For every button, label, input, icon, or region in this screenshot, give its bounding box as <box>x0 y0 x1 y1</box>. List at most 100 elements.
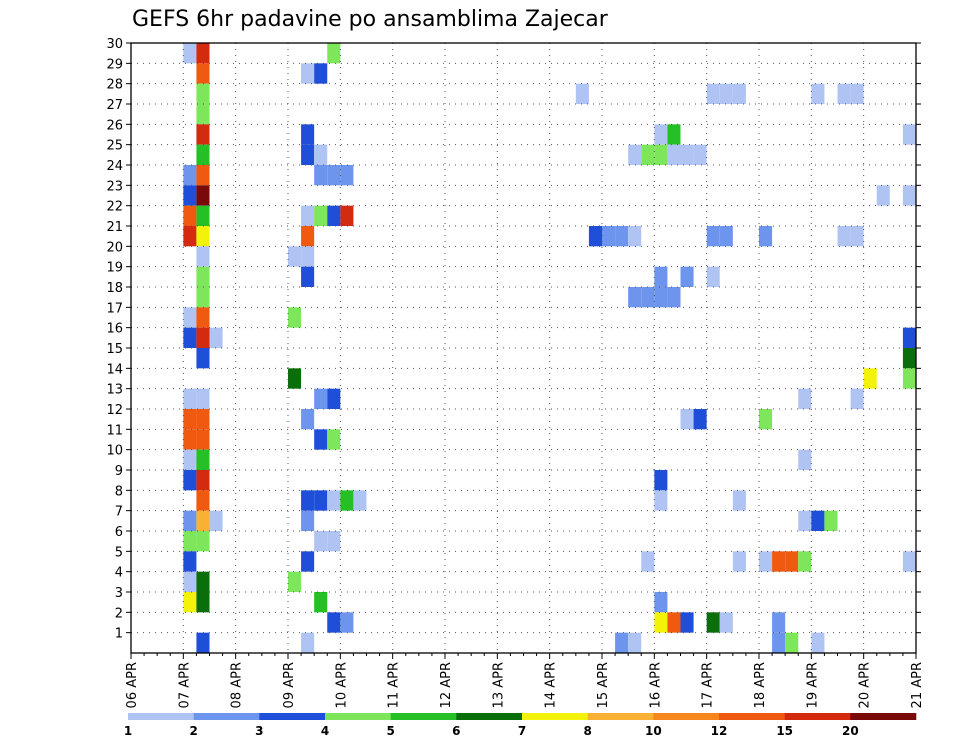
heatmap-cell <box>680 266 694 287</box>
heatmap-cell <box>693 144 707 165</box>
heatmap-cell <box>196 185 210 206</box>
heatmap-cell <box>314 388 328 409</box>
heatmap-cell <box>327 165 341 186</box>
heatmap-cell <box>196 592 210 613</box>
heatmap-cell <box>798 510 812 531</box>
heatmap-cell <box>719 83 733 104</box>
colorbar-label: 8 <box>583 724 591 738</box>
heatmap-cell <box>301 266 315 287</box>
colorbar-label: 12 <box>711 724 728 738</box>
heatmap-cell <box>327 490 341 511</box>
heatmap-cell <box>301 205 315 226</box>
heatmap-cell <box>798 449 812 470</box>
heatmap-cell <box>301 490 315 511</box>
heatmap-cell <box>759 409 773 430</box>
colorbar-label: 7 <box>518 724 526 738</box>
x-tick-label: 20 APR <box>858 662 873 708</box>
heatmap-cell <box>719 226 733 247</box>
heatmap-cell <box>759 551 773 572</box>
heatmap-cell <box>850 83 864 104</box>
y-tick-label: 13 <box>106 383 123 398</box>
heatmap-cell <box>196 205 210 226</box>
y-tick-label: 7 <box>115 505 123 520</box>
y-axis: 1234567891011121314151617181920212223242… <box>106 37 921 642</box>
heatmap-cell <box>654 490 668 511</box>
y-tick-label: 26 <box>106 118 123 133</box>
heatmap-cell <box>641 144 655 165</box>
heatmap-cell <box>301 246 315 267</box>
heatmap-cell <box>196 510 210 531</box>
x-tick-label: 16 APR <box>648 662 663 708</box>
heatmap-cell <box>850 226 864 247</box>
heatmap-cell <box>183 43 197 64</box>
heatmap-cell <box>575 83 589 104</box>
heatmap-cell <box>732 490 746 511</box>
heatmap-cell <box>850 388 864 409</box>
heatmap-cell <box>811 632 825 653</box>
y-tick-label: 27 <box>106 98 123 113</box>
y-tick-label: 8 <box>115 484 123 499</box>
heatmap-cell <box>327 43 341 64</box>
heatmap-cell <box>732 551 746 572</box>
heatmap-cell <box>641 551 655 572</box>
heatmap-cell <box>327 531 341 552</box>
heatmap-cell <box>654 470 668 491</box>
heatmap-cell <box>183 185 197 206</box>
heatmap-cell <box>196 287 210 308</box>
heatmap-cell <box>196 327 210 348</box>
colorbar-segment <box>719 713 785 720</box>
colorbar-label: 6 <box>452 724 460 738</box>
heatmap-cell <box>196 63 210 84</box>
heatmap-cell <box>706 266 720 287</box>
heatmap-cell <box>902 327 916 348</box>
y-tick-label: 20 <box>106 240 123 255</box>
heatmap-cell <box>196 490 210 511</box>
heatmap-cell <box>340 205 354 226</box>
y-tick-label: 4 <box>115 566 123 581</box>
colorbar-label: 15 <box>776 724 793 738</box>
x-tick-label: 11 APR <box>387 662 402 708</box>
heatmap-cell <box>902 124 916 145</box>
colorbar-segment <box>325 713 391 720</box>
colorbar-label: 4 <box>321 724 329 738</box>
heatmap-cell <box>680 409 694 430</box>
colorbar-label: 5 <box>386 724 394 738</box>
heatmap-cell <box>196 348 210 369</box>
colorbar-label: 10 <box>645 724 662 738</box>
heatmap-cell <box>183 409 197 430</box>
heatmap-cell <box>301 63 315 84</box>
heatmap-cell <box>183 226 197 247</box>
heatmap-cell <box>196 124 210 145</box>
heatmap-cell <box>340 612 354 633</box>
colorbar-segment <box>850 713 917 720</box>
heatmap-cell <box>654 287 668 308</box>
y-tick-label: 5 <box>115 545 123 560</box>
heatmap-cell <box>183 592 197 613</box>
heatmap-cell <box>196 449 210 470</box>
heatmap-cell <box>837 83 851 104</box>
heatmap-cell <box>288 307 302 328</box>
y-tick-label: 12 <box>106 403 123 418</box>
heatmap-cell <box>706 612 720 633</box>
heatmap-cell <box>183 449 197 470</box>
heatmap-cell <box>196 104 210 125</box>
y-tick-label: 1 <box>115 627 123 642</box>
y-tick-label: 10 <box>106 444 123 459</box>
x-tick-label: 10 APR <box>334 662 349 708</box>
heatmap-cell <box>353 490 367 511</box>
colorbar-segment <box>784 713 851 720</box>
heatmap-cell <box>183 470 197 491</box>
y-tick-label: 19 <box>106 261 123 276</box>
heatmap-cell <box>196 409 210 430</box>
colorbar-label: 3 <box>255 724 263 738</box>
heatmap-cell <box>628 226 642 247</box>
colorbar-segment <box>587 713 654 720</box>
heatmap-cell <box>183 388 197 409</box>
heatmap-cell <box>680 144 694 165</box>
colorbar-segment <box>390 713 457 720</box>
heatmap-cell <box>693 409 707 430</box>
grid-lines <box>131 43 916 653</box>
heatmap-cell <box>196 246 210 267</box>
heatmap-cell <box>196 531 210 552</box>
colorbar-segment <box>128 713 194 720</box>
